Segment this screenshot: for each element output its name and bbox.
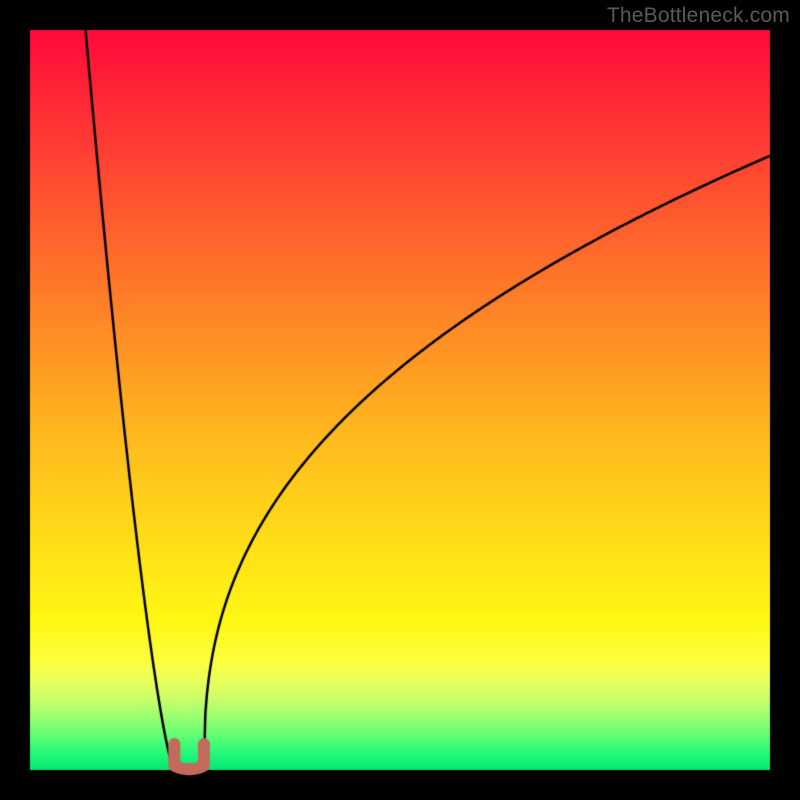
watermark-text: TheBottleneck.com bbox=[607, 4, 790, 28]
chart-container: TheBottleneck.com bbox=[0, 0, 800, 800]
bottleneck-curve-chart bbox=[0, 0, 800, 800]
